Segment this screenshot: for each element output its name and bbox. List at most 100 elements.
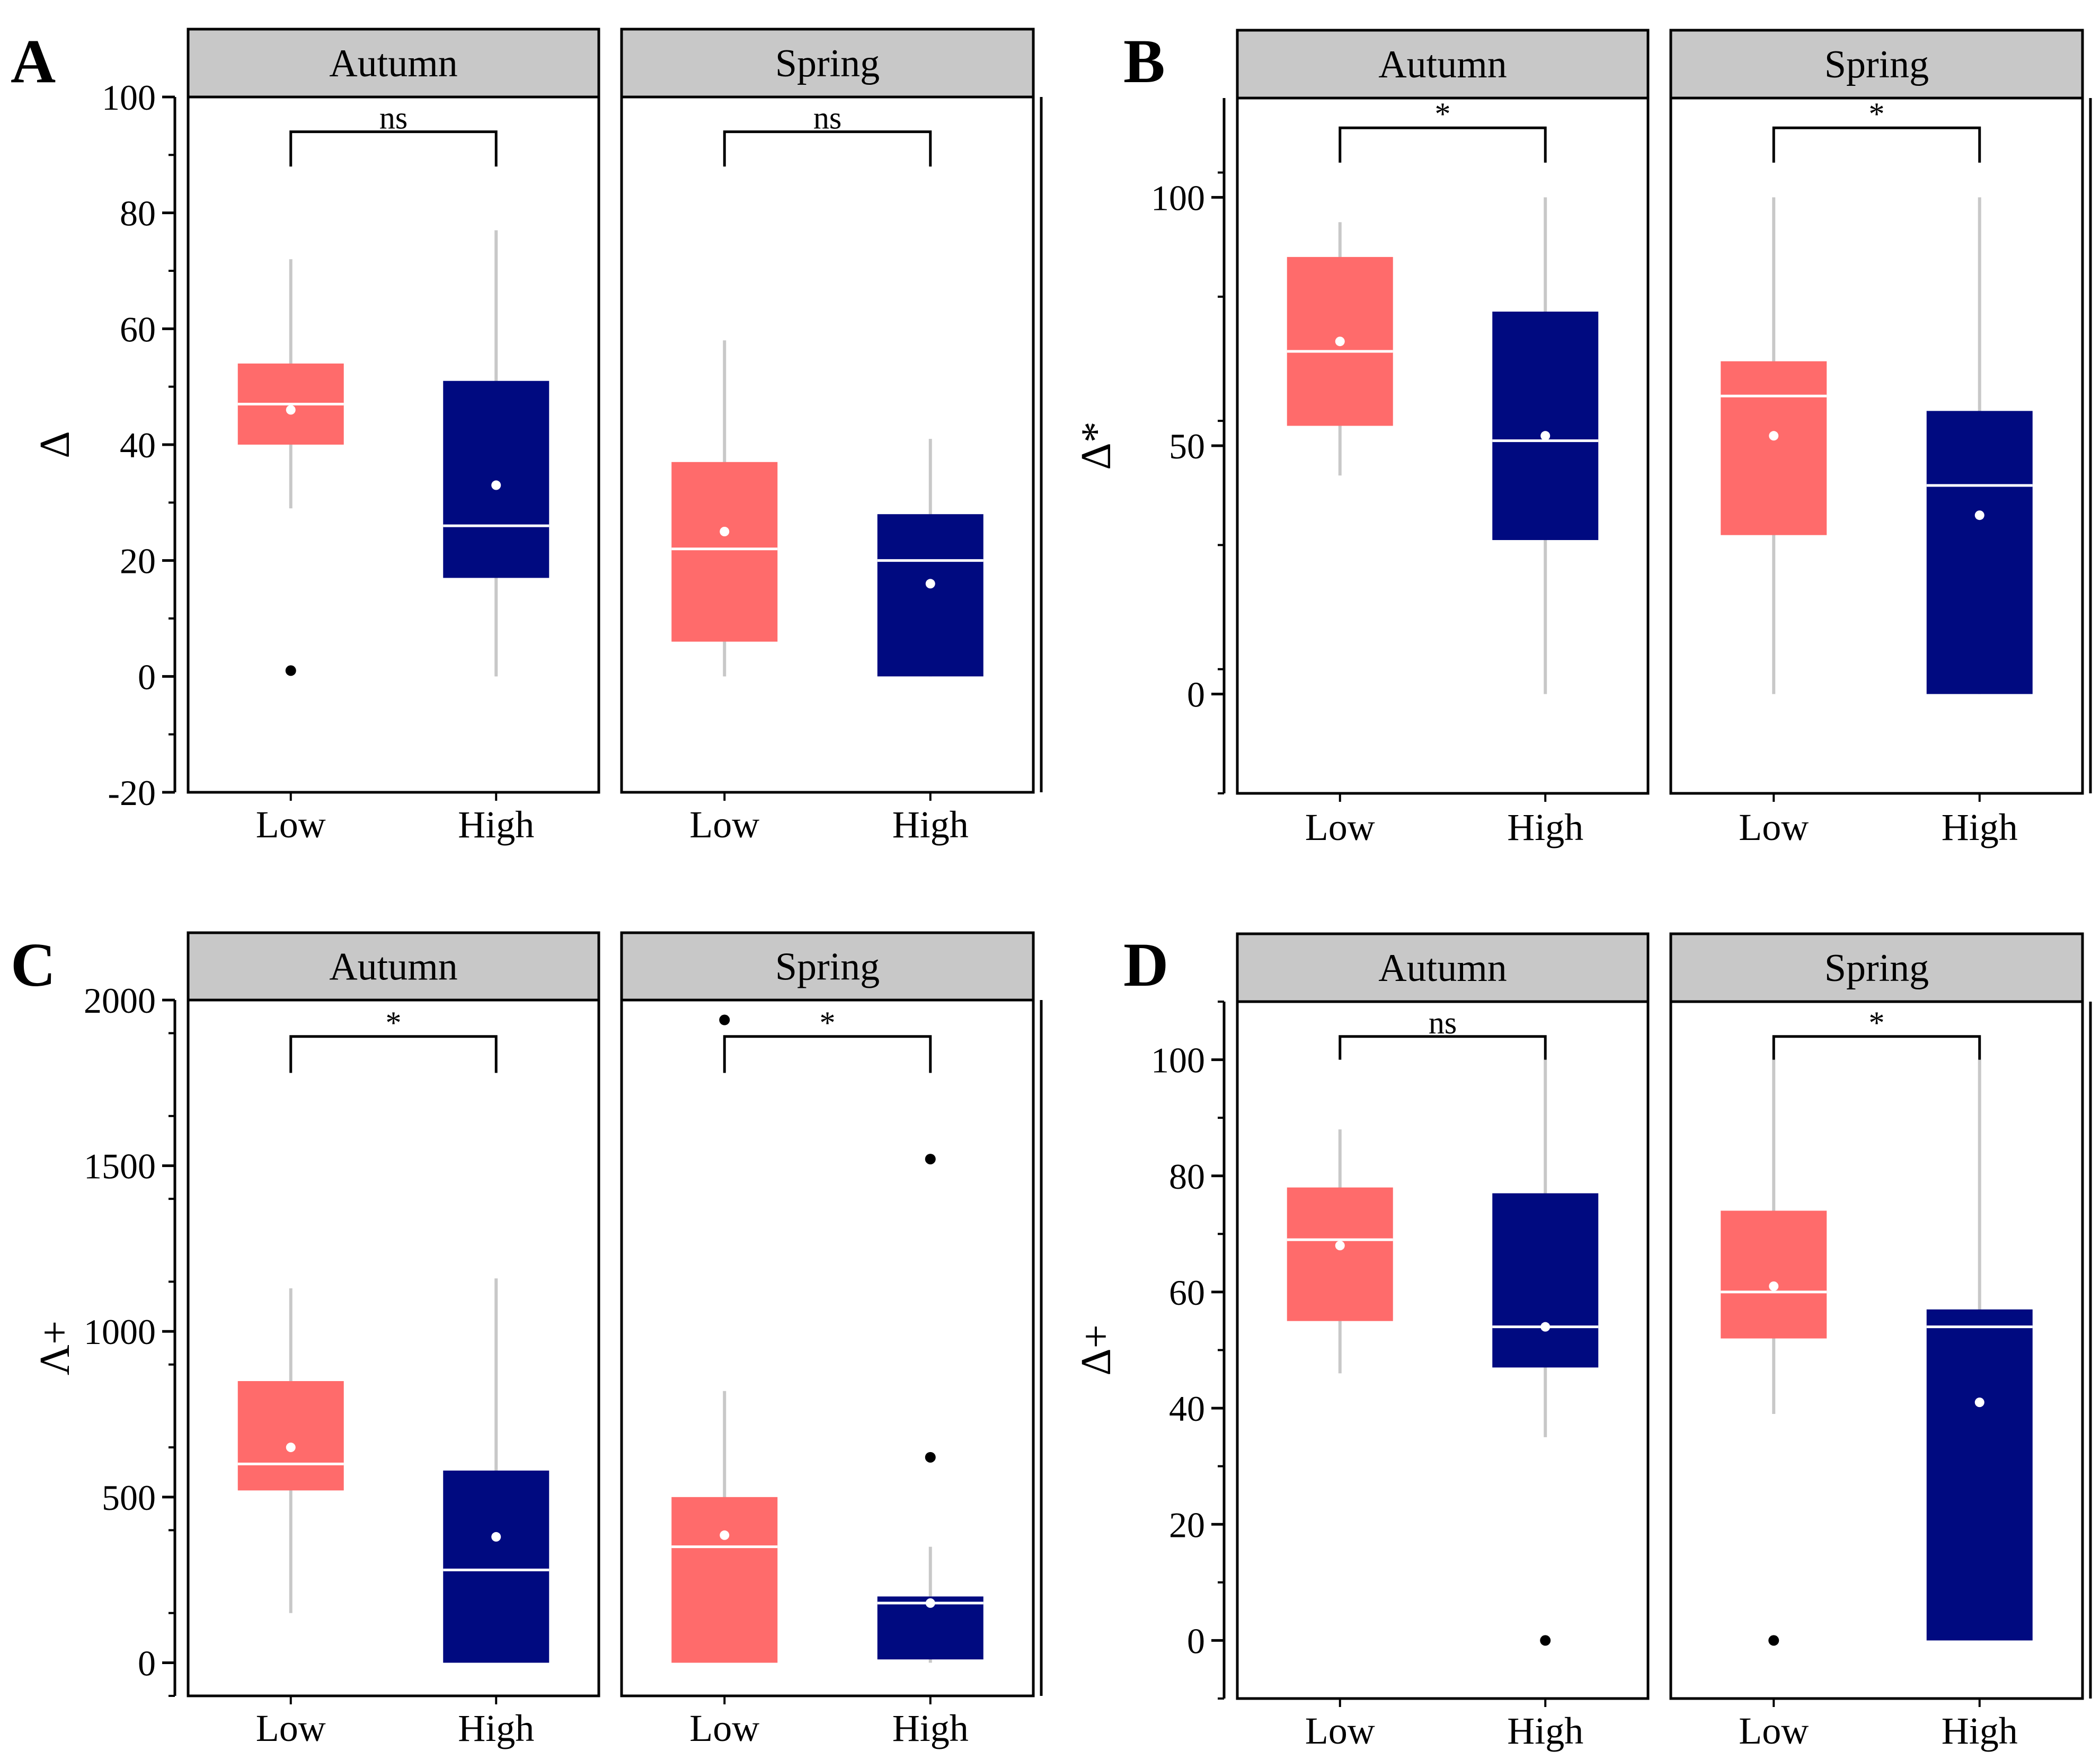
iqr-box (1287, 1187, 1393, 1321)
facet-autumn: Autumn Low High ns (187, 28, 600, 846)
plot-frame (1669, 1000, 2084, 1700)
iqr-box (443, 381, 550, 578)
facet-title: Spring (1824, 947, 1929, 990)
x-category-label: High (892, 1707, 969, 1749)
y-tick-label: 500 (102, 1478, 156, 1518)
y-tick-label: 80 (1169, 1156, 1205, 1197)
box-low (671, 1014, 778, 1663)
y-tick-label: 60 (1169, 1272, 1205, 1313)
plot-frame (1236, 1000, 1650, 1700)
outlier-point (925, 1154, 936, 1165)
panel-letter: A (11, 26, 56, 96)
iqr-box (1721, 1210, 1827, 1339)
y-tick-label: 1500 (84, 1146, 156, 1187)
outlier-point (719, 1014, 730, 1025)
x-category-label: High (1942, 806, 2018, 848)
panel-c: C 0 500 1000 1500 2000 Λ+ Autumn Low High * Spring L… (11, 930, 1043, 1749)
x-category-label: Low (689, 1707, 759, 1749)
facet-title: Spring (775, 945, 880, 989)
mean-point (720, 1530, 730, 1540)
x-category-label: High (1507, 1710, 1583, 1752)
outlier-point (925, 1452, 936, 1463)
iqr-box (877, 514, 983, 677)
box-high (1926, 1059, 2033, 1641)
facet-title: Spring (775, 42, 880, 85)
y-tick-label: 60 (120, 309, 156, 349)
significance-bracket (1772, 1035, 1981, 1060)
plot-frame (620, 95, 1035, 794)
significance-bracket (1772, 126, 1981, 163)
y-tick-label: 2000 (84, 980, 156, 1021)
significance-label: ns (379, 101, 407, 136)
box-high (443, 1278, 550, 1663)
y-tick-label: 20 (120, 541, 156, 581)
y-axis-label: Δ+ (1073, 1324, 1120, 1376)
box-low (1287, 1129, 1393, 1374)
facet-strip (1236, 29, 1650, 100)
box-high (1492, 1059, 1599, 1646)
mean-point (1540, 431, 1550, 441)
mean-point (1540, 1322, 1550, 1332)
facet-autumn: Autumn Low High ns (1236, 932, 1650, 1752)
significance-bracket (1339, 1035, 1547, 1060)
plot-frame (187, 95, 600, 794)
panel-d: D 0 20 40 60 80 100 Δ+ Autumn Low High ns Spring Low H… (1073, 930, 2092, 1752)
significance-bracket (289, 1035, 498, 1073)
x-category-label: Low (256, 803, 326, 846)
y-tick-label: 0 (138, 657, 156, 697)
box-high (1492, 197, 1599, 694)
box-high (877, 1154, 983, 1663)
significance-label: * (386, 1005, 402, 1040)
mean-point (1974, 510, 1984, 520)
outlier-point (1768, 1635, 1779, 1646)
iqr-box (1721, 361, 1827, 535)
mean-point (491, 1532, 501, 1542)
y-tick-label: 80 (120, 193, 156, 234)
mean-point (720, 527, 730, 536)
significance-label: * (1869, 1005, 1885, 1040)
box-high (1926, 197, 2033, 694)
facet-title: Autumn (1378, 43, 1507, 86)
box-high (877, 439, 983, 677)
y-axis-label: Δ* (1073, 421, 1120, 470)
x-category-label: High (458, 803, 534, 846)
plot-frame (620, 998, 1035, 1697)
y-axis-label: Λ+ (32, 1321, 78, 1375)
x-category-label: High (892, 803, 969, 846)
y-tick-label: 0 (1187, 1621, 1205, 1661)
mean-point (925, 1598, 935, 1608)
y-tick-label: 100 (102, 77, 156, 118)
significance-bracket (289, 130, 498, 167)
box-low (671, 340, 778, 677)
panel-b: B 0 50 100 Δ* Autumn Low High * Spring Low High * (1073, 26, 2092, 848)
significance-label: * (1435, 96, 1451, 131)
y-tick-label: 0 (1187, 675, 1205, 715)
plot-frame (187, 998, 600, 1697)
mean-point (491, 480, 501, 490)
mean-point (1769, 1281, 1779, 1291)
mean-point (1769, 431, 1779, 441)
y-tick-label: -20 (108, 773, 156, 813)
x-category-label: High (1942, 1710, 2018, 1752)
significance-label: ns (813, 101, 841, 136)
mean-point (286, 405, 296, 415)
significance-label: ns (1429, 1005, 1457, 1040)
box-low (1721, 197, 1827, 694)
facet-strip (620, 931, 1035, 1002)
plot-frame (1236, 96, 1650, 795)
significance-label: * (1869, 96, 1885, 131)
significance-bracket (723, 1035, 932, 1073)
x-category-label: Low (256, 1707, 326, 1749)
facet-autumn: Autumn Low High * (1236, 29, 1650, 848)
significance-label: * (820, 1005, 836, 1040)
outlier-point (285, 665, 296, 676)
facet-spring: Spring Low High * (1669, 29, 2084, 848)
iqr-box (1492, 1193, 1599, 1368)
y-tick-label: 100 (1151, 1040, 1205, 1081)
x-category-label: High (458, 1707, 534, 1749)
iqr-box (1926, 411, 2033, 694)
iqr-box (1926, 1309, 2033, 1641)
y-tick-label: 40 (120, 425, 156, 465)
x-category-label: High (1507, 806, 1583, 848)
